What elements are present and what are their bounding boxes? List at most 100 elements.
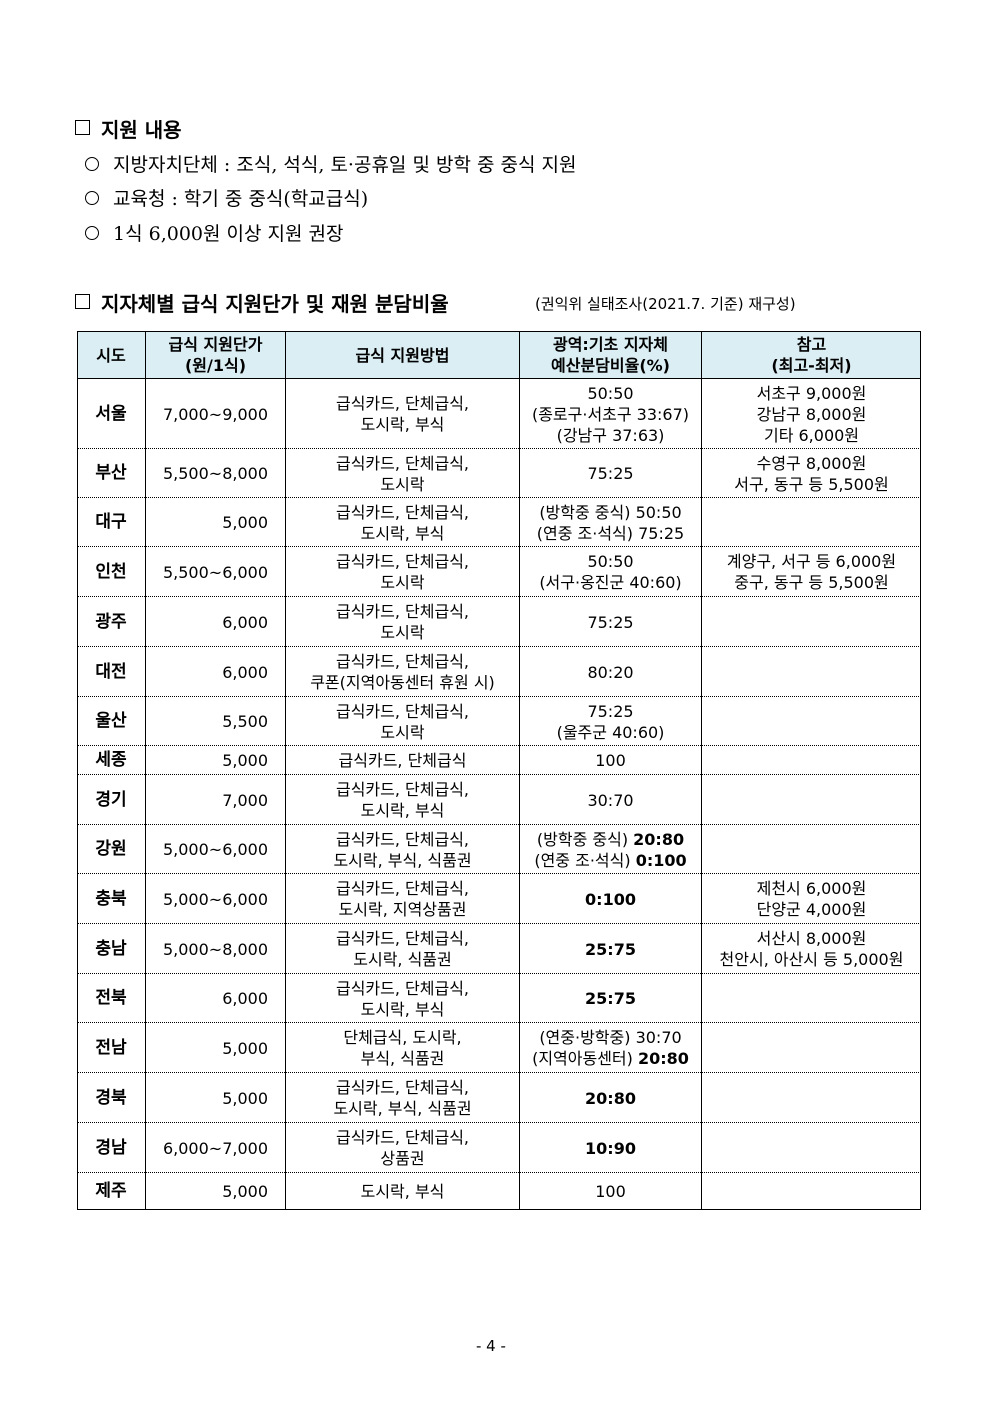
cell-line: 도시락, 식품권	[353, 950, 452, 969]
cell-line: 전남	[95, 1037, 127, 1058]
table-cell: 0:100	[519, 874, 701, 924]
table-cell: 울산	[77, 697, 145, 746]
table-cell: 7,000~9,000	[145, 379, 285, 449]
bullet-icon	[85, 226, 99, 240]
table-cell: 급식카드, 단체급식, 도시락	[285, 597, 519, 647]
cell-line: (지역아동센터) 20:80	[520, 1048, 701, 1069]
cell-line: 도시락, 부식, 식품권	[333, 850, 472, 870]
table-cell: 5,500~8,000	[145, 449, 285, 498]
cell-line: 급식 지원단가	[168, 335, 263, 354]
table-cell: 30:70	[519, 775, 701, 825]
cell-line: 부식, 식품권	[360, 1049, 445, 1068]
cell-line: 75:25	[587, 701, 634, 721]
table-cell	[701, 1073, 921, 1123]
table-cell: 대전	[77, 647, 145, 697]
cell-line: 기타 6,000원	[763, 425, 860, 445]
bullet-text: 교육청 : 학기 중 중식(학교급식)	[113, 188, 369, 210]
cell-line: 강원	[95, 839, 127, 859]
table-row	[77, 775, 921, 825]
line-bold: 0:100	[585, 889, 636, 909]
table-cell	[701, 1173, 921, 1210]
cell-line: 상품권	[380, 1149, 425, 1168]
cell-line: 6,000	[222, 662, 268, 682]
line-bold: 25:75	[585, 939, 636, 959]
table-row	[77, 498, 921, 547]
cell-line: 50:50	[587, 383, 634, 403]
table-cell: 급식카드, 단체급식, 도시락, 부식	[285, 974, 519, 1023]
cell-line: 서초구 9,000원	[756, 383, 867, 403]
cell-line: 도시락, 부식	[360, 523, 445, 543]
table-row	[77, 379, 921, 449]
cell-line: 100	[595, 1182, 626, 1201]
cell-line: 10:90	[520, 1138, 701, 1159]
table-cell: 충남	[77, 924, 145, 974]
table-cell: 대구	[77, 498, 145, 547]
cell-line: 급식카드, 단체급식,	[335, 978, 470, 998]
table-cell: 5,000	[145, 746, 285, 775]
table-cell: 75:25	[519, 449, 701, 498]
table-cell: 25:75	[519, 924, 701, 974]
table-cell: (방학중 중식) 50:50 (연중 조·석식) 75:25	[519, 498, 701, 547]
table-cell: 100	[519, 1173, 701, 1210]
cell-line: 강남구 8,000원	[756, 404, 867, 424]
table-cell: 6,000	[145, 647, 285, 697]
cell-line: 천안시, 아산시 등 5,000원	[719, 950, 904, 969]
cell-line: 75:25	[587, 464, 634, 483]
square-icon	[75, 294, 90, 309]
table-cell: 6,000	[145, 974, 285, 1023]
cell-line: 80:20	[587, 662, 634, 682]
line-bold: 20:80	[633, 829, 685, 849]
cell-line: 제천시 6,000원	[756, 879, 867, 898]
table-cell: 급식카드, 단체급식	[285, 746, 519, 775]
table-row	[77, 1123, 921, 1173]
line-bold: 20:80	[637, 1049, 689, 1068]
table-cell: 수영구 8,000원 서구, 동구 등 5,500원	[701, 449, 921, 498]
table-row	[77, 825, 921, 874]
cell-line: 6,000	[222, 612, 268, 632]
cell-line: 단체급식, 도시락,	[343, 1028, 462, 1047]
cell-line: 급식카드, 단체급식,	[335, 701, 470, 721]
cell-line: 50:50	[587, 552, 634, 571]
table-cell	[701, 1123, 921, 1173]
table-cell: 부산	[77, 449, 145, 498]
cell-line: (연중 조·석식) 0:100	[520, 850, 701, 871]
line-text: (방학중 중식)	[536, 829, 629, 849]
table-cell: 서울	[77, 379, 145, 449]
table-cell: 6,000~7,000	[145, 1123, 285, 1173]
cell-line: 급식카드, 단체급식,	[335, 394, 470, 413]
cell-line: 도시락	[380, 474, 425, 494]
cell-line: 급식카드, 단체급식,	[335, 453, 470, 473]
table-row	[77, 1023, 921, 1073]
cell-line: (연중·방학중) 30:70	[539, 1028, 682, 1047]
cell-line: 서산시 8,000원	[756, 929, 867, 948]
table-cell: 급식카드, 단체급식, 도시락, 부식, 식품권	[285, 825, 519, 874]
cell-line: 충남	[95, 938, 127, 959]
cell-line: 도시락	[380, 573, 425, 592]
table-cell: 5,500~6,000	[145, 547, 285, 597]
cell-line: 급식카드, 단체급식,	[335, 502, 470, 522]
cell-line: 5,000	[222, 751, 268, 770]
table-cell: (방학중 중식) 20:80 (연중 조·석식) 0:100	[519, 825, 701, 874]
cell-line: 급식카드, 단체급식,	[335, 552, 470, 571]
cell-line: 도시락, 부식	[360, 1182, 445, 1201]
cell-line: 75:25	[587, 612, 634, 632]
table-cell: 경북	[77, 1073, 145, 1123]
table-cell	[701, 825, 921, 874]
cell-line: 100	[595, 751, 626, 770]
cell-line: 도시락, 부식	[360, 801, 445, 820]
table-cell: 급식카드, 단체급식, 도시락, 식품권	[285, 924, 519, 974]
cell-line: 광주	[95, 611, 127, 632]
table-header	[77, 331, 921, 379]
header-cell: 급식 지원단가 (원/1식)	[145, 331, 285, 379]
cell-line: 도시락, 부식	[360, 999, 445, 1019]
table-cell: 5,000	[145, 1173, 285, 1210]
cell-line: 급식 지원방법	[355, 345, 450, 365]
bullet-text: 1식 6,000원 이상 지원 권장	[113, 223, 344, 245]
cell-line: 계양구, 서구 등 6,000원	[726, 552, 897, 571]
table-row	[77, 874, 921, 924]
header-cell: 참고 (최고-최저)	[701, 331, 921, 379]
table-cell	[701, 775, 921, 825]
cell-line: 도시락	[380, 623, 425, 642]
table-row	[77, 924, 921, 974]
line-bold: 0:100	[635, 850, 687, 870]
